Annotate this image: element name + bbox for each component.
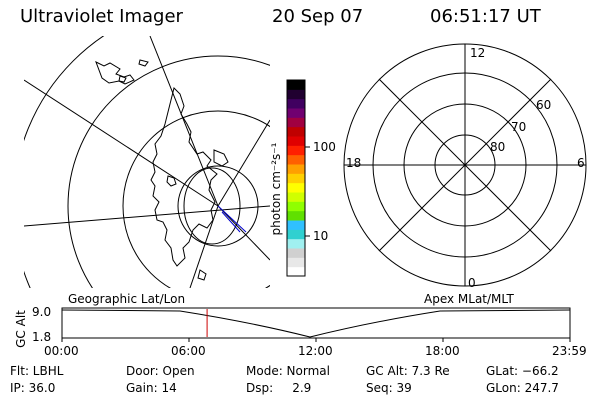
info-glat: GLat: −66.2 <box>486 364 559 378</box>
colorbar-segment <box>287 192 305 202</box>
colorbar-segment <box>287 145 305 156</box>
coastline <box>118 75 127 83</box>
info-mode: Mode: Normal <box>246 364 330 378</box>
polar-ring <box>403 103 527 227</box>
timeline-y-tick-min: 1.8 <box>32 330 52 344</box>
colorbar-segment <box>287 248 305 258</box>
colorbar-tick-label-100: 100 <box>313 140 336 154</box>
colorbar-segment <box>287 98 305 109</box>
polar-diagonal <box>378 78 552 252</box>
polar-diagonal <box>378 78 552 252</box>
polar-label-18: 18 <box>346 156 362 170</box>
colorbar-segment <box>287 164 305 174</box>
info-door: Door: Open <box>126 364 195 378</box>
colorbar-segment <box>287 89 305 100</box>
timeline-right-caption: Apex MLat/MLT <box>424 292 514 306</box>
viewing-region-outline <box>183 167 241 245</box>
polar-lat-label-60: 60 <box>536 98 552 112</box>
timeline-x-tick-1200: 12:00 <box>298 344 333 358</box>
map-meridian <box>189 205 219 288</box>
info-glon: GLon: 247.7 <box>486 381 559 395</box>
info-gain: Gain: 14 <box>126 381 177 395</box>
timeline-x-tick-2359: 23:59 <box>552 344 587 358</box>
colorbar-segment <box>287 238 305 249</box>
colorbar-segment <box>287 117 305 128</box>
map-meridian <box>217 205 270 261</box>
coastline <box>197 269 207 281</box>
polar-label-0: 0 <box>468 276 476 290</box>
info-dsp: Dsp: 2.9 <box>246 381 312 395</box>
map-lat-circle <box>67 55 270 288</box>
colorbar-segment <box>287 220 305 230</box>
polar-lat-label-80: 80 <box>490 140 506 154</box>
polar-label-6: 6 <box>577 156 585 170</box>
coastline <box>213 149 229 167</box>
colorbar-segment <box>287 80 305 90</box>
altitude-curve <box>61 309 571 338</box>
timeline-x-tick-1800: 18:00 <box>425 344 460 358</box>
colorbar-segment <box>287 229 305 240</box>
colorbar-segment <box>287 266 305 277</box>
info-gc-alt: GC Alt: 7.3 Re <box>366 364 450 378</box>
color-scale-frame <box>286 79 306 277</box>
colorbar-segment <box>287 126 305 137</box>
colorbar-segment <box>287 136 305 146</box>
timeline-left-caption: Geographic Lat/Lon <box>68 292 186 306</box>
timeline-y-axis-label: GC Alt <box>13 310 28 348</box>
map-meridian <box>24 205 270 227</box>
color-scale-bar <box>287 80 305 277</box>
polar-ring <box>343 43 587 287</box>
colorbar-segment <box>287 201 305 212</box>
coastline <box>138 59 149 67</box>
colorbar-segment <box>287 210 305 221</box>
observation-time: 06:51:17 UT <box>430 6 541 27</box>
info-ip: IP: 36.0 <box>10 381 56 395</box>
colorbar-segment <box>287 182 305 193</box>
colorbar-segment <box>287 173 305 184</box>
polar-label-12: 12 <box>470 46 486 60</box>
info-filter: Flt: LBHL <box>10 364 64 378</box>
timeline-y-tick-max: 9.0 <box>32 305 52 319</box>
map-meridian <box>217 119 270 207</box>
map-lat-circle <box>122 110 270 288</box>
colorbar-segment <box>287 257 305 268</box>
observation-date: 20 Sep 07 <box>272 6 364 27</box>
map-lat-circle <box>177 165 259 247</box>
map-meridian <box>149 36 219 207</box>
polar-lat-label-70: 70 <box>511 120 527 134</box>
timeline-frame <box>61 307 571 339</box>
coastline <box>95 60 135 85</box>
coastline <box>166 175 177 187</box>
colorbar-segment <box>287 154 305 165</box>
timeline-x-tick-0000: 00:00 <box>44 344 79 358</box>
map-lat-circle <box>24 36 105 288</box>
colorbar-unit-label: photon cm⁻²s⁻¹ <box>269 142 283 236</box>
timeline-x-tick-0600: 06:00 <box>171 344 206 358</box>
magnetic-marker <box>217 205 247 233</box>
polar-ring <box>434 134 496 196</box>
instrument-title: Ultraviolet Imager <box>20 6 183 27</box>
info-seq: Seq: 39 <box>366 381 412 395</box>
colorbar-segment <box>287 108 305 118</box>
magnetic-marker <box>221 211 241 233</box>
map-meridian <box>24 79 219 207</box>
polar-ring <box>372 72 558 258</box>
coastline <box>150 87 218 267</box>
colorbar-tick-label-10: 10 <box>313 229 329 243</box>
